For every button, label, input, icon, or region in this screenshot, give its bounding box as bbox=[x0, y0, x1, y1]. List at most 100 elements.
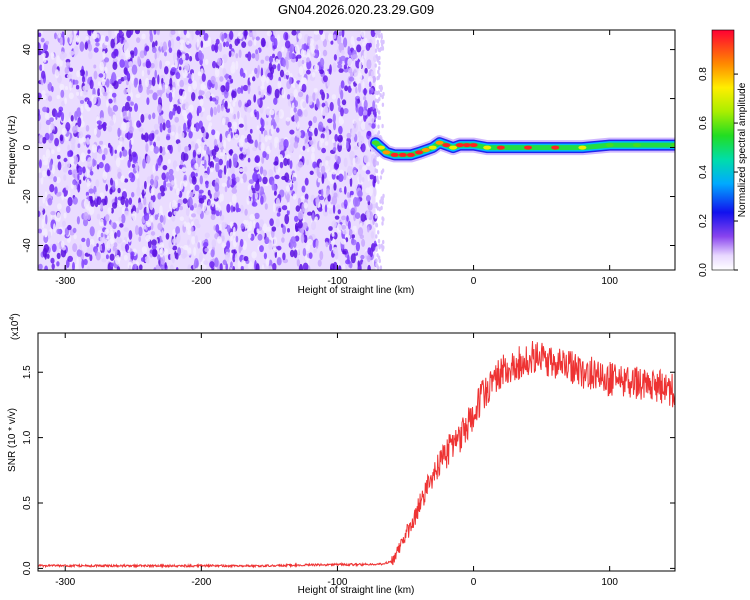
noise-speck bbox=[196, 223, 201, 229]
noise-speck bbox=[181, 110, 187, 117]
noise-speck bbox=[119, 223, 124, 228]
noise-speck bbox=[207, 124, 212, 135]
noise-speck bbox=[203, 172, 209, 179]
noise-speck bbox=[222, 117, 226, 126]
noise-speck bbox=[275, 58, 279, 65]
noise-speck bbox=[304, 193, 309, 200]
noise-speck bbox=[278, 154, 284, 162]
noise-speck bbox=[91, 94, 97, 105]
noise-speck bbox=[222, 68, 227, 76]
noise-speck bbox=[186, 113, 193, 120]
noise-speck bbox=[93, 159, 97, 166]
noise-speck bbox=[273, 190, 277, 196]
noise-speck bbox=[231, 188, 238, 194]
noise-speck bbox=[72, 196, 78, 205]
noise-edge-speck bbox=[374, 30, 377, 34]
noise-speck bbox=[334, 154, 338, 161]
noise-speck bbox=[307, 35, 311, 47]
noise-speck bbox=[181, 132, 185, 139]
noise-speck bbox=[214, 81, 218, 91]
noise-speck bbox=[372, 157, 377, 168]
noise-speck bbox=[124, 41, 129, 50]
noise-speck bbox=[340, 107, 344, 117]
noise-speck bbox=[61, 100, 66, 107]
noise-speck bbox=[41, 63, 45, 72]
noise-speck bbox=[91, 150, 98, 161]
noise-speck bbox=[215, 224, 220, 233]
noise-speck bbox=[131, 74, 135, 84]
noise-speck bbox=[371, 70, 374, 78]
noise-speck bbox=[297, 108, 303, 117]
noise-speck bbox=[223, 165, 227, 175]
noise-speck bbox=[233, 123, 237, 133]
noise-speck bbox=[268, 265, 273, 270]
bottom-x-axis: -300 -200 -100 0 100 bbox=[55, 333, 618, 588]
noise-speck bbox=[162, 41, 167, 52]
noise-speck bbox=[308, 120, 313, 127]
noise-speck bbox=[76, 216, 80, 225]
noise-speck bbox=[248, 139, 254, 144]
snr-multiplier: (x104) bbox=[9, 313, 21, 340]
noise-speck bbox=[354, 225, 357, 234]
noise-speck bbox=[319, 89, 324, 95]
noise-speck bbox=[138, 236, 141, 242]
noise-speck bbox=[216, 104, 221, 113]
noise-speck bbox=[213, 192, 218, 200]
noise-speck bbox=[69, 33, 73, 39]
noise-speck bbox=[77, 143, 81, 148]
y-tick-label: 40 bbox=[22, 44, 33, 56]
noise-speck bbox=[203, 265, 207, 269]
noise-speck bbox=[102, 50, 106, 60]
noise-speck bbox=[221, 242, 226, 249]
noise-edge-speck bbox=[374, 214, 378, 219]
noise-edge-speck bbox=[374, 168, 377, 173]
noise-speck bbox=[80, 105, 84, 114]
noise-speck bbox=[54, 137, 59, 147]
noise-speck bbox=[183, 244, 189, 251]
noise-speck bbox=[59, 59, 63, 67]
noise-speck bbox=[301, 59, 305, 65]
noise-speck bbox=[123, 227, 129, 232]
noise-speck bbox=[338, 125, 343, 135]
noise-speck bbox=[223, 154, 229, 162]
noise-speck bbox=[311, 72, 316, 78]
noise-speck bbox=[123, 210, 130, 217]
noise-speck bbox=[226, 203, 231, 213]
noise-speck bbox=[106, 240, 111, 251]
noise-speck bbox=[56, 252, 61, 260]
noise-speck bbox=[301, 77, 307, 84]
noise-speck bbox=[67, 37, 70, 44]
noise-speck bbox=[58, 32, 61, 39]
noise-speck bbox=[221, 34, 225, 42]
noise-speck bbox=[46, 169, 51, 177]
noise-speck bbox=[348, 198, 351, 203]
noise-speck bbox=[244, 166, 248, 173]
noise-speck bbox=[108, 98, 113, 104]
noise-speck bbox=[264, 55, 270, 62]
noise-speck bbox=[130, 251, 135, 257]
noise-speck bbox=[151, 239, 157, 246]
noise-speck bbox=[317, 172, 323, 179]
noise-speck bbox=[370, 231, 375, 239]
noise-speck bbox=[366, 59, 372, 70]
noise-speck bbox=[282, 58, 287, 68]
noise-speck bbox=[369, 174, 375, 180]
noise-speck bbox=[105, 254, 109, 260]
noise-speck bbox=[338, 173, 344, 182]
noise-speck bbox=[60, 162, 65, 167]
noise-speck bbox=[356, 37, 362, 42]
noise-speck bbox=[287, 157, 290, 166]
noise-speck bbox=[326, 130, 330, 141]
y-tick-label: 0.5 bbox=[22, 496, 33, 510]
noise-speck bbox=[128, 172, 135, 179]
noise-speck bbox=[264, 134, 268, 143]
noise-speck bbox=[191, 226, 194, 232]
noise-speck bbox=[189, 191, 194, 198]
y-tick-label: 0.0 bbox=[22, 561, 33, 575]
noise-speck bbox=[167, 159, 171, 164]
noise-speck bbox=[366, 125, 371, 131]
noise-speck bbox=[230, 205, 234, 213]
ridge-point bbox=[551, 145, 560, 150]
noise-speck bbox=[177, 125, 182, 134]
noise-speck bbox=[300, 227, 304, 233]
